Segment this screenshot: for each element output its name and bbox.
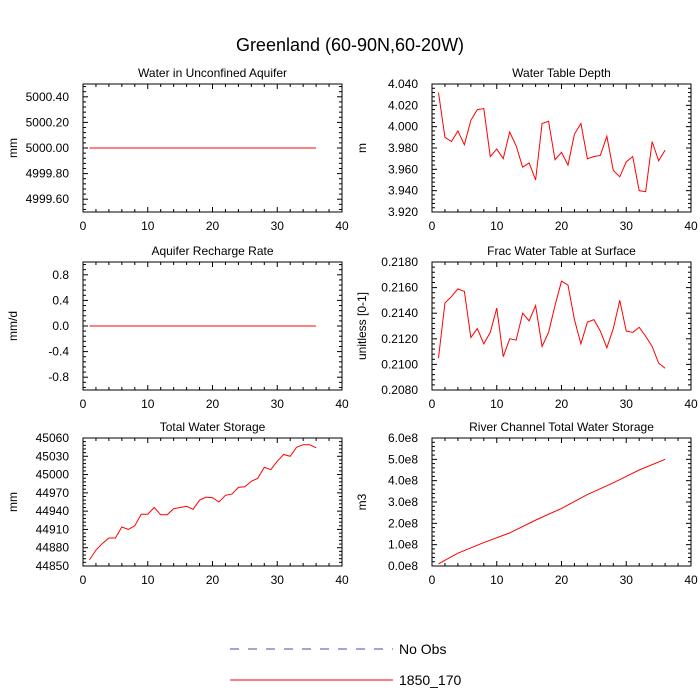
y-tick-label: 45000 bbox=[36, 468, 70, 482]
y-tick-label: 3.980 bbox=[388, 141, 418, 155]
x-tick-label: 20 bbox=[206, 573, 220, 587]
y-tick-label: 0.0 bbox=[52, 319, 69, 333]
x-tick-label: 30 bbox=[620, 219, 634, 233]
y-tick-label: 4.040 bbox=[388, 77, 418, 91]
x-tick-label: 0 bbox=[80, 573, 87, 587]
y-tick-label: 44850 bbox=[36, 559, 70, 573]
figure-title: Greenland (60-90N,60-20W) bbox=[236, 35, 464, 55]
y-tick-label: -0.8 bbox=[48, 370, 69, 384]
y-tick-label: -0.4 bbox=[48, 345, 69, 359]
x-tick-label: 40 bbox=[335, 219, 349, 233]
y-tick-label: 0.0e8 bbox=[388, 559, 418, 573]
x-tick-label: 0 bbox=[80, 219, 87, 233]
y-axis-label: unitless [0-1] bbox=[355, 292, 369, 360]
x-tick-label: 20 bbox=[206, 397, 220, 411]
panel-title: Water in Unconfined Aquifer bbox=[138, 66, 287, 80]
x-tick-label: 40 bbox=[335, 573, 349, 587]
series-line bbox=[438, 458, 666, 565]
y-tick-label: 45060 bbox=[36, 431, 70, 445]
plot-frame bbox=[431, 83, 692, 213]
x-tick-label: 0 bbox=[429, 219, 436, 233]
y-tick-label: 0.2080 bbox=[381, 383, 418, 397]
x-tick-label: 0 bbox=[429, 397, 436, 411]
x-tick-label: 10 bbox=[141, 397, 155, 411]
series-line bbox=[437, 92, 666, 193]
y-tick-label: 44880 bbox=[36, 541, 70, 555]
y-tick-label: 1.0e8 bbox=[388, 538, 418, 552]
x-tick-label: 20 bbox=[555, 219, 569, 233]
chart-panel: Total Water Storage 0 10 20 30 40 44850 44880 44… bbox=[6, 420, 349, 587]
chart-panel: Aquifer Recharge Rate 0 10 20 30 40 -0.8 -0.4 0.… bbox=[6, 244, 349, 411]
legend-label-no-obs: No Obs bbox=[399, 641, 446, 657]
y-tick-label: 3.940 bbox=[388, 184, 418, 198]
y-tick-label: 45030 bbox=[36, 449, 70, 463]
x-tick-label: 30 bbox=[271, 219, 285, 233]
y-tick-label: 3.0e8 bbox=[388, 495, 418, 509]
chart-panel: River Channel Total Water Storage 0 10 20 30… bbox=[355, 420, 698, 587]
x-tick-label: 10 bbox=[490, 573, 504, 587]
y-tick-label: 44940 bbox=[36, 504, 70, 518]
y-tick-label: 3.960 bbox=[388, 162, 418, 176]
x-tick-label: 0 bbox=[80, 397, 87, 411]
y-tick-label: 5000.20 bbox=[26, 115, 70, 129]
chart-panel: Water Table Depth 0 10 20 30 40 3.920 3.940 3.96… bbox=[355, 66, 698, 233]
x-tick-label: 10 bbox=[141, 573, 155, 587]
y-tick-label: 4.0e8 bbox=[388, 474, 418, 488]
y-tick-label: 5000.40 bbox=[26, 90, 70, 104]
panel-title: River Channel Total Water Storage bbox=[469, 420, 654, 434]
plot-frame bbox=[82, 437, 343, 567]
y-tick-label: 0.4 bbox=[52, 293, 69, 307]
panel-title: Aquifer Recharge Rate bbox=[151, 244, 273, 258]
y-tick-label: 0.2120 bbox=[381, 332, 418, 346]
x-tick-label: 40 bbox=[684, 219, 698, 233]
panel-title: Water Table Depth bbox=[512, 66, 611, 80]
panel-title: Total Water Storage bbox=[160, 420, 266, 434]
x-tick-label: 30 bbox=[620, 397, 634, 411]
panel-title: Frac Water Table at Surface bbox=[487, 244, 636, 258]
chart-panel: Frac Water Table at Surface 0 10 20 30 40 0.20… bbox=[355, 244, 698, 411]
y-tick-label: 6.0e8 bbox=[388, 431, 418, 445]
y-tick-label: 4.020 bbox=[388, 98, 418, 112]
y-axis-label: mm/d bbox=[6, 311, 20, 341]
y-tick-label: 2.0e8 bbox=[388, 516, 418, 530]
series-line bbox=[437, 280, 666, 369]
x-tick-label: 10 bbox=[490, 219, 504, 233]
x-tick-label: 30 bbox=[271, 397, 285, 411]
x-tick-label: 0 bbox=[429, 573, 436, 587]
y-tick-label: 4999.80 bbox=[26, 167, 70, 181]
legend: No Obs 1850_170 bbox=[230, 641, 462, 688]
y-tick-label: 0.2180 bbox=[381, 255, 418, 269]
x-tick-label: 30 bbox=[271, 573, 285, 587]
x-tick-label: 10 bbox=[141, 219, 155, 233]
y-tick-label: 0.2100 bbox=[381, 357, 418, 371]
y-axis-label: m bbox=[355, 143, 369, 153]
y-tick-label: 0.8 bbox=[52, 268, 69, 282]
x-tick-label: 20 bbox=[555, 397, 569, 411]
y-tick-label: 4.000 bbox=[388, 120, 418, 134]
y-tick-label: 44910 bbox=[36, 522, 70, 536]
y-tick-label: 44970 bbox=[36, 486, 70, 500]
series-line bbox=[89, 444, 317, 561]
legend-label-1850-170: 1850_170 bbox=[399, 672, 462, 688]
y-tick-label: 3.920 bbox=[388, 205, 418, 219]
x-tick-label: 20 bbox=[206, 219, 220, 233]
y-axis-label: m3 bbox=[355, 493, 369, 510]
y-axis-label: mm bbox=[6, 138, 20, 158]
x-tick-label: 20 bbox=[555, 573, 569, 587]
y-tick-label: 0.2140 bbox=[381, 306, 418, 320]
x-tick-label: 40 bbox=[684, 397, 698, 411]
plot-frame bbox=[431, 437, 692, 567]
x-tick-label: 30 bbox=[620, 573, 634, 587]
y-axis-label: mm bbox=[6, 492, 20, 512]
x-tick-label: 10 bbox=[490, 397, 504, 411]
y-tick-label: 4999.60 bbox=[26, 192, 70, 206]
y-tick-label: 5.0e8 bbox=[388, 452, 418, 466]
y-tick-label: 0.2160 bbox=[381, 281, 418, 295]
x-tick-label: 40 bbox=[684, 573, 698, 587]
chart-panel: Water in Unconfined Aquifer 0 10 20 30 40 4999… bbox=[6, 66, 349, 233]
y-tick-label: 5000.00 bbox=[26, 141, 70, 155]
x-tick-label: 40 bbox=[335, 397, 349, 411]
